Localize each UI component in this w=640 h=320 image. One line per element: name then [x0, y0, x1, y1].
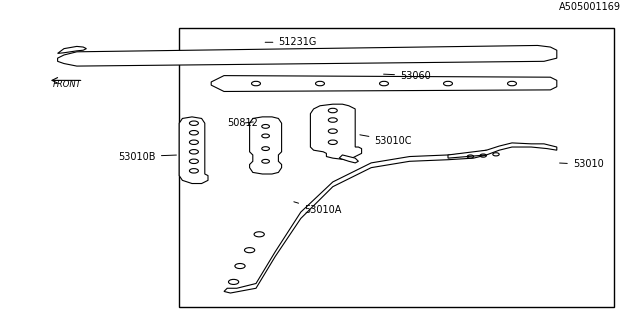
Text: 50812: 50812 — [227, 118, 258, 128]
Polygon shape — [250, 117, 282, 174]
Polygon shape — [58, 45, 557, 66]
Text: 53010A: 53010A — [294, 202, 341, 215]
Polygon shape — [58, 46, 86, 53]
Bar — [179, 28, 614, 307]
Text: 51231G: 51231G — [265, 37, 317, 47]
Text: FRONT: FRONT — [53, 80, 81, 89]
Polygon shape — [211, 76, 557, 92]
Text: A505001169: A505001169 — [559, 2, 621, 12]
Polygon shape — [339, 155, 358, 163]
Polygon shape — [448, 143, 557, 158]
Polygon shape — [224, 150, 486, 293]
Polygon shape — [310, 104, 362, 160]
Polygon shape — [179, 117, 208, 184]
Text: 53010B: 53010B — [118, 152, 177, 162]
Text: 53010: 53010 — [559, 159, 604, 170]
Text: 53010C: 53010C — [360, 135, 412, 146]
Text: 53060: 53060 — [383, 71, 431, 81]
